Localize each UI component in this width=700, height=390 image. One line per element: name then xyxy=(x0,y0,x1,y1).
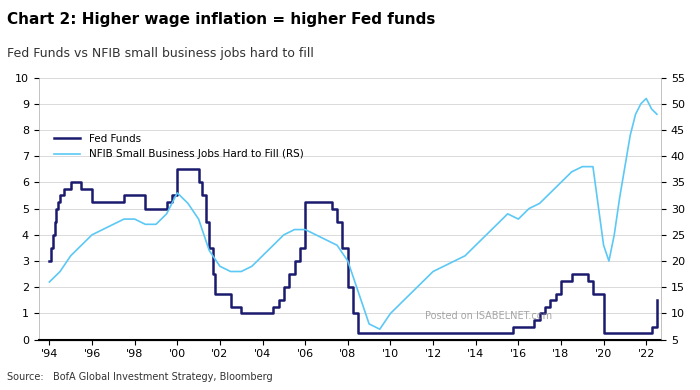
Text: Posted on ISABELNET.com: Posted on ISABELNET.com xyxy=(425,311,552,321)
Legend: Fed Funds, NFIB Small Business Jobs Hard to Fill (RS): Fed Funds, NFIB Small Business Jobs Hard… xyxy=(50,130,307,163)
Text: Chart 2: Higher wage inflation = higher Fed funds: Chart 2: Higher wage inflation = higher … xyxy=(7,12,435,27)
Text: Source:   BofA Global Investment Strategy, Bloomberg: Source: BofA Global Investment Strategy,… xyxy=(7,372,272,382)
Text: Fed Funds vs NFIB small business jobs hard to fill: Fed Funds vs NFIB small business jobs ha… xyxy=(7,47,314,60)
